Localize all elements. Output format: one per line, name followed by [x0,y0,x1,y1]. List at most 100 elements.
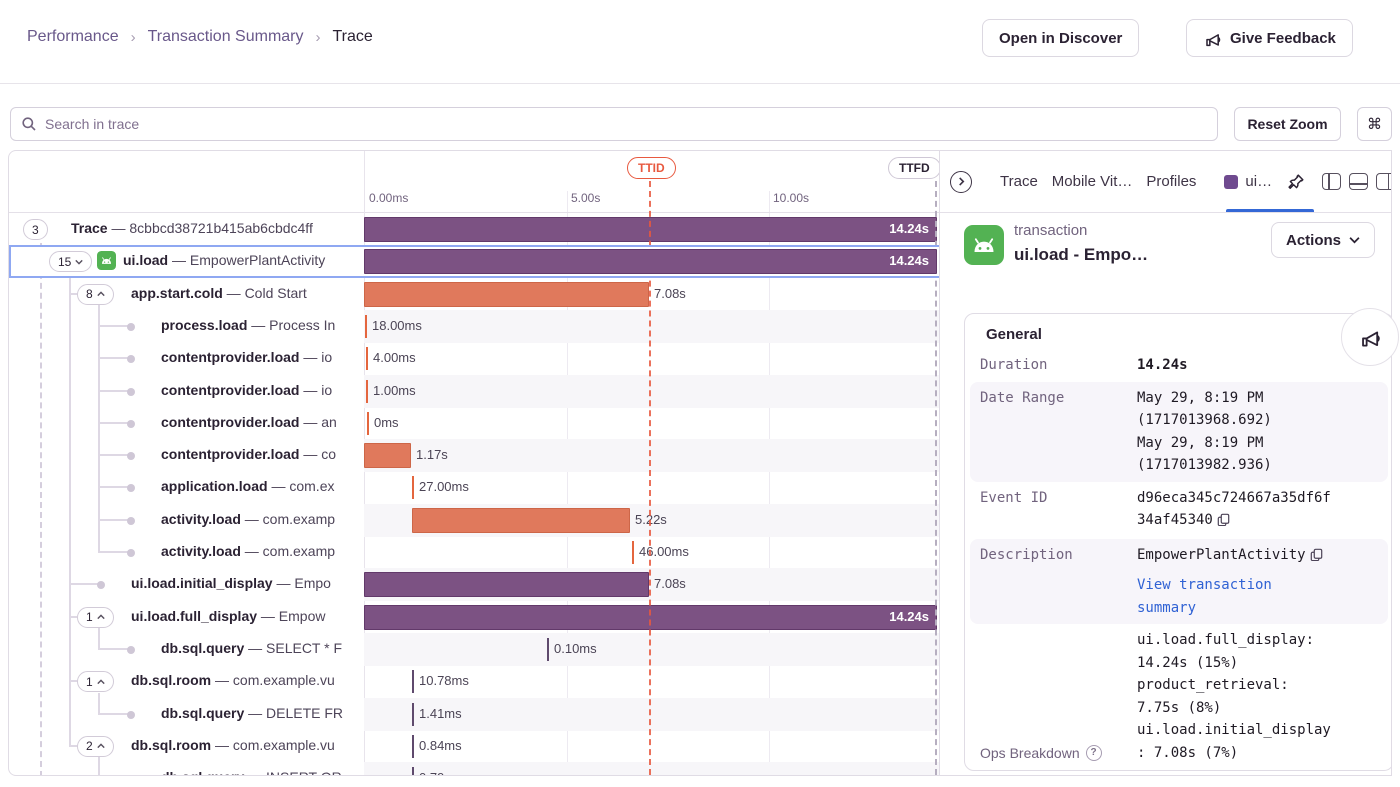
span-duration-tick[interactable] [365,314,367,338]
command-shortcut-button[interactable]: ⌘ [1357,107,1392,141]
span-duration-tick[interactable] [366,347,368,371]
span-row-db.sql.query[interactable]: db.sql.query — INSERT OR 0.79ms [9,762,939,776]
span-duration-value: 14.24s [889,253,929,269]
span-duration-tick[interactable] [367,411,369,435]
span-row-activity.load[interactable]: activity.load — com.examp 46.00ms [9,536,939,569]
breadcrumb-performance[interactable]: Performance [27,28,119,45]
span-row-process.load[interactable]: process.load — Process In 18.00ms [9,309,939,343]
span-duration-value: 46.00ms [639,544,689,559]
layout-bottom-icon[interactable] [1349,173,1369,190]
tree-connector-line [98,757,100,775]
copy-icon[interactable] [1217,511,1230,534]
span-row-contentprovider.load[interactable]: contentprovider.load — co 1.17s [9,439,939,473]
child-count: 8 [86,287,93,302]
span-duration-value: 1.00ms [373,382,416,398]
span-duration-value: 14.24s [889,608,929,624]
megaphone-icon [1358,325,1382,349]
tab-trace[interactable]: Trace [1000,173,1038,190]
search-input[interactable] [10,107,1218,141]
ttid-badge[interactable]: TTID [627,157,676,179]
floating-feedback-button[interactable] [1341,308,1399,366]
reset-zoom-button[interactable]: Reset Zoom [1234,107,1341,141]
span-duration-tick[interactable] [366,379,368,403]
help-icon[interactable]: ? [1085,744,1102,761]
span-label: app.start.cold — Cold Start [131,284,307,301]
layout-left-icon[interactable] [1322,173,1342,190]
span-row-db.sql.room[interactable]: 1 db.sql.room — com.example.vu 10.78ms [9,665,939,698]
field-value: May 29, 8:19 PM (1717013968.692) May 29,… [1137,389,1272,474]
tree-connector-stub [69,583,98,586]
child-count-toggle[interactable]: 1 [77,671,114,693]
span-tree-cell: 15 ui.load — EmpowerPlantActivity [9,245,364,278]
span-row-Trace[interactable]: 3 Trace — 8cbbcd38721b415ab6cbdc4ff 14.24s [9,213,939,246]
span-duration-bar[interactable] [364,249,937,275]
collapse-drawer-button[interactable] [950,170,972,193]
tab-profiles[interactable]: Profiles [1146,173,1197,190]
child-count-toggle[interactable]: 8 [77,283,114,305]
field-label: Ops Breakdown? [980,742,1137,765]
span-chart-cell: 14.24s [364,213,939,246]
child-count-toggle[interactable]: 1 [77,606,114,628]
span-label: contentprovider.load — co [161,446,337,463]
android-icon [97,251,116,275]
drawer-tab-bar: Trace Mobile Vit… Profiles ui… [940,151,1391,213]
tab-ui-load-active[interactable]: ui… [1224,173,1272,190]
span-row-activity.load[interactable]: activity.load — com.examp 5.22s [9,503,939,537]
pin-tab-icon[interactable] [1286,172,1306,192]
breadcrumb-transaction-summary[interactable]: Transaction Summary [147,28,304,45]
span-row-contentprovider.load[interactable]: contentprovider.load — io 4.00ms [9,342,939,375]
span-duration-value: 7.08s [654,285,686,301]
tree-connector-line [40,243,42,775]
give-feedback-button[interactable]: Give Feedback [1186,19,1353,57]
span-duration-bar[interactable] [364,443,411,469]
child-count-toggle[interactable]: 15 [49,251,93,273]
chevron-up-icon [96,743,105,749]
span-duration-tick[interactable] [547,637,549,661]
tab-mobile-vitals[interactable]: Mobile Vit… [1051,173,1133,190]
general-row-duration: Duration 14.24s [970,349,1388,382]
search-icon [22,117,36,131]
span-row-ui.load.full_display[interactable]: 1 ui.load.full_display — Empow 14.24s [9,601,939,634]
span-duration-bar[interactable] [412,507,630,533]
actions-button[interactable]: Actions [1270,222,1375,258]
span-label: db.sql.room — com.example.vu [131,736,335,753]
span-duration-bar[interactable] [364,572,649,598]
span-row-application.load[interactable]: application.load — com.ex 27.00ms [9,471,939,504]
span-duration-bar[interactable] [364,281,649,307]
span-label: process.load — Process In [161,316,336,333]
span-row-ui.load.initial_display[interactable]: ui.load.initial_display — Empo 7.08s [9,568,939,602]
span-duration-tick[interactable] [412,767,414,775]
child-count: 15 [58,254,72,269]
span-duration-tick[interactable] [632,541,634,564]
general-row-description: Description EmpowerPlantActivity View tran… [970,538,1388,624]
span-duration-tick[interactable] [412,734,414,758]
span-row-contentprovider.load[interactable]: contentprovider.load — an 0ms [9,407,939,440]
span-duration-tick[interactable] [412,476,414,500]
span-duration-tick[interactable] [412,670,414,694]
field-value: 14.24s [1137,357,1188,373]
child-count-toggle[interactable]: 2 [77,735,114,757]
view-transaction-summary-link[interactable]: View transaction summary [1137,577,1281,616]
span-row-app.start.cold[interactable]: 8 app.start.cold — Cold Start 7.08s [9,278,939,311]
time-tick-5s: 5.00s [571,191,601,205]
span-row-contentprovider.load[interactable]: contentprovider.load — io 1.00ms [9,374,939,408]
span-row-db.sql.query[interactable]: db.sql.query — DELETE FR 1.41ms [9,697,939,731]
layout-right-icon[interactable] [1376,173,1391,190]
span-chart-cell: 18.00ms [364,309,939,343]
span-duration-tick[interactable] [412,702,414,726]
span-chart-cell: 0ms [364,407,939,440]
open-in-discover-button[interactable]: Open in Discover [982,19,1140,57]
child-count-toggle[interactable]: 3 [23,219,48,240]
leaf-span-dot [127,419,135,428]
span-row-db.sql.room[interactable]: 2 db.sql.room — com.example.vu 0.84ms [9,730,939,763]
tree-connector-stub [98,421,128,424]
leaf-span-dot [97,581,105,590]
span-row-db.sql.query[interactable]: db.sql.query — SELECT * F 0.10ms [9,632,939,666]
leaf-span-dot [127,775,135,776]
ttfd-badge[interactable]: TTFD [888,157,941,179]
leaf-span-dot [127,387,135,396]
tree-connector-stub [69,292,77,295]
chevron-right-icon [958,177,964,186]
span-row-ui.load[interactable]: 15 ui.load — EmpowerPlantActivity 14.24s [9,245,939,279]
copy-icon[interactable] [1310,546,1323,569]
